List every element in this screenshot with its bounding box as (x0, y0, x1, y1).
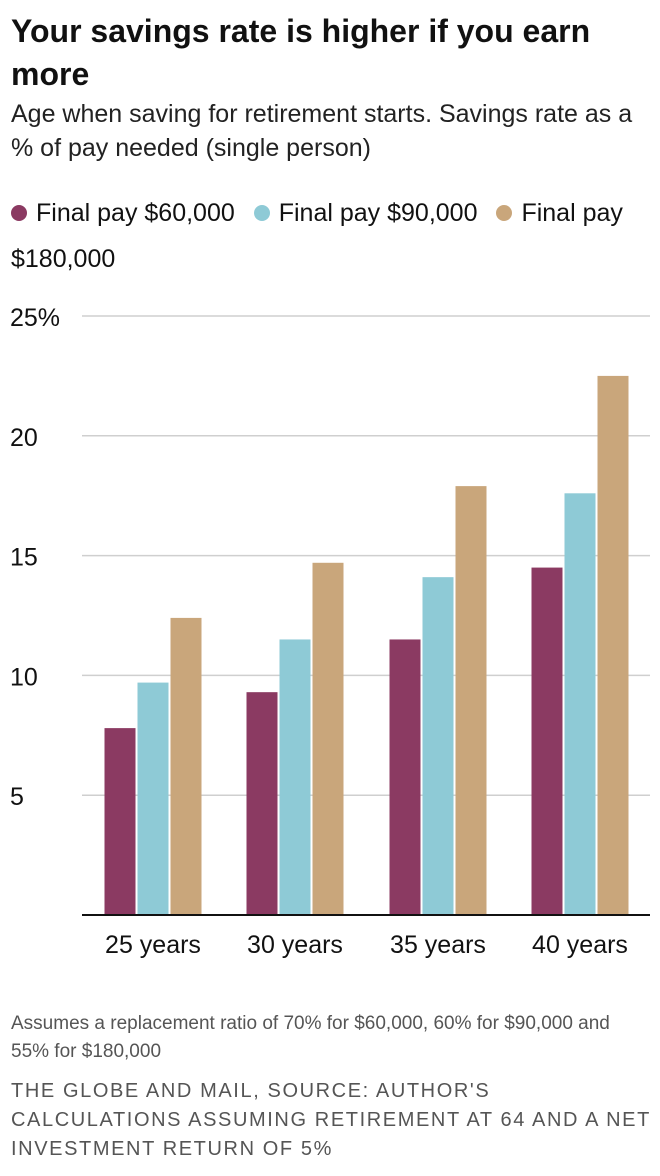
legend-swatch (253, 205, 270, 221)
bar-2-1 (137, 682, 169, 915)
bar-chart: 5 10 15 20 25% 25 years 30 years 35 years 40 yea… (10, 304, 650, 959)
legend-label: Final pay $180,000 (11, 199, 623, 273)
bar-3-1 (170, 617, 202, 915)
bar-1-1 (104, 728, 136, 915)
legend-swatch (11, 205, 27, 221)
bar-2-3 (422, 577, 454, 915)
bar-3-2 (312, 562, 344, 915)
bar-2-2 (279, 639, 311, 915)
legend: Final pay $60,000 Final pay $90,000 Fina… (11, 190, 656, 282)
bar-3-3 (455, 486, 487, 915)
x-tick-label: 30 years (247, 931, 343, 959)
bar-1-3 (389, 639, 421, 915)
bar-2-4 (564, 493, 596, 915)
x-tick-label: 25 years (105, 931, 201, 959)
chart-note: Assumes a replacement ratio of 70% for $… (11, 1013, 610, 1062)
x-tick-label: 40 years (532, 931, 628, 959)
x-tick-label: 35 years (390, 931, 486, 959)
legend-item-3: Final pay $180,000 (11, 199, 623, 273)
legend-item-2: Final pay $90,000 (253, 199, 478, 227)
legend-swatch (496, 205, 513, 221)
y-tick-label: 10 (10, 663, 38, 691)
bar-1-4 (531, 567, 563, 915)
bar-3-4 (597, 375, 629, 915)
chart-subtitle: Age when saving for retirement starts. S… (11, 100, 633, 162)
y-tick-label: 20 (10, 424, 38, 452)
chart-source: THE GLOBE AND MAIL, SOURCE: AUTHOR'S CAL… (11, 1080, 651, 1160)
chart-title: Your savings rate is higher if you earn … (11, 13, 591, 92)
y-tick-label: 15 (10, 544, 38, 572)
legend-label: Final pay $90,000 (278, 199, 478, 227)
y-tick-label: 25% (10, 304, 60, 332)
legend-item-1: Final pay $60,000 (11, 199, 235, 227)
y-tick-label: 5 (10, 783, 24, 811)
bar-1-2 (246, 692, 278, 915)
legend-label: Final pay $60,000 (36, 199, 235, 227)
